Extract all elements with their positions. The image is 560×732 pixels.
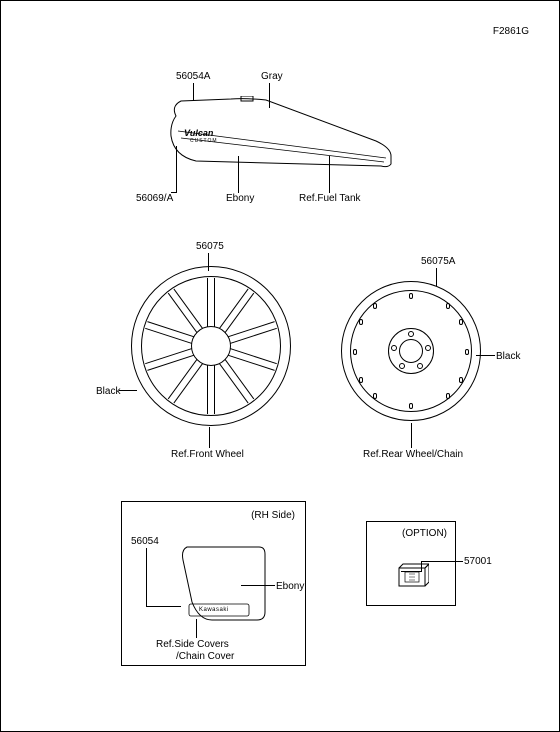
leader-line [421,561,463,562]
front-wheel-ref-label: Ref.Front Wheel [171,449,244,460]
leader-line [269,83,270,108]
leader-line [193,83,194,101]
page-reference: F2861G [493,26,529,37]
rear-wheel-color-label: Black [496,351,520,362]
side-cover-part-label: 56054 [131,536,159,547]
tank-ref-label: Ref.Fuel Tank [299,193,361,204]
rear-wheel-part-label: 56075A [421,256,455,267]
leader-line [476,355,495,356]
leader-line [208,253,209,271]
leader-line [146,548,147,606]
leader-line [329,156,330,193]
leader-line [238,156,239,193]
rear-wheel-diagram [341,281,481,421]
side-cover-side-label: (RH Side) [251,510,295,521]
tank-part-bottom-label: 56069/A [136,193,173,204]
fuel-tank-diagram: Vulcan CUSTOM [166,96,396,171]
side-cover-ref2-label: /Chain Cover [176,651,234,662]
front-wheel-part-label: 56075 [196,241,224,252]
leader-line [171,192,177,193]
leader-line [196,619,197,638]
side-cover-ref1-label: Ref.Side Covers [156,639,229,650]
leader-line [411,423,412,448]
front-wheel-diagram [131,266,291,426]
tank-color-top-label: Gray [261,71,283,82]
leader-line [436,268,437,286]
option-box: (OPTION) [366,521,456,606]
option-part-shape [395,560,429,590]
front-wheel-color-label: Black [96,386,120,397]
side-cover-brand-text: Kawasaki [199,607,229,613]
rear-wheel-ref-label: Ref.Rear Wheel/Chain [363,449,463,460]
tank-subbrand-text: CUSTOM [190,138,218,144]
leader-line [176,146,177,192]
leader-line [421,561,422,571]
leader-line [146,606,181,607]
leader-line [401,571,422,572]
option-title-label: (OPTION) [402,528,447,539]
leader-line [209,427,210,448]
leader-line [241,585,275,586]
leader-line [119,390,137,391]
tank-brand-text: Vulcan [184,128,213,138]
option-part-label: 57001 [464,556,492,567]
tank-color-bottom-label: Ebony [226,193,254,204]
tank-part-top-label: 56054A [176,71,210,82]
side-cover-color-label: Ebony [276,581,304,592]
